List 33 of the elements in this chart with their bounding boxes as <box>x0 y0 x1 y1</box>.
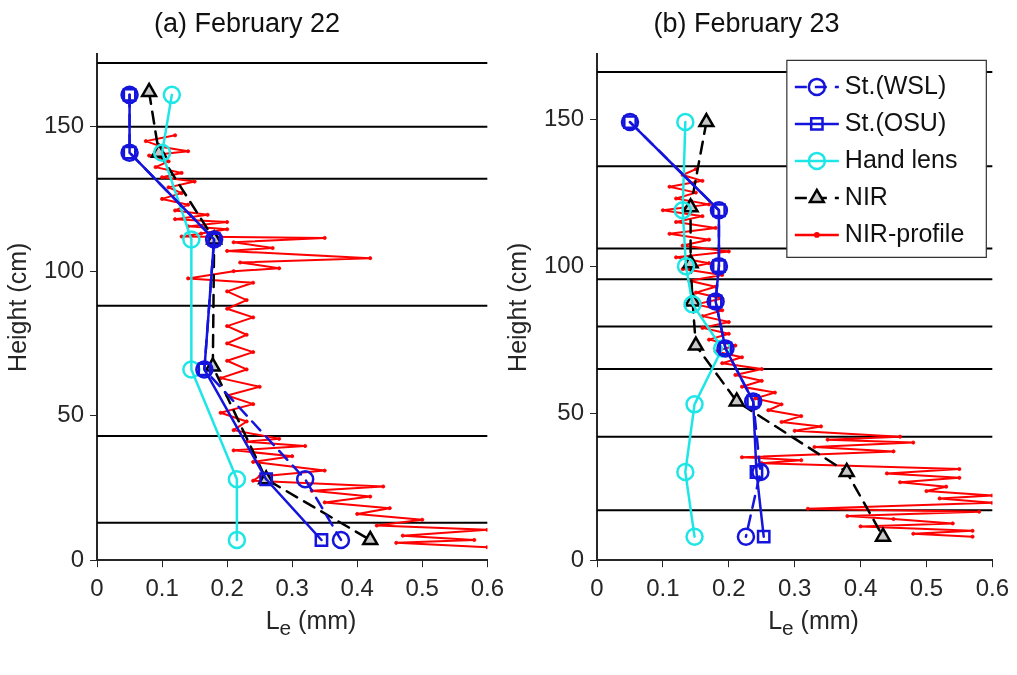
y-axis-title: Height (cm) <box>502 242 531 372</box>
y-tick-label: 100 <box>44 255 85 283</box>
legend-label: Hand lens <box>844 144 958 173</box>
x-tick-label: 0.1 <box>145 574 179 602</box>
y-tick-label: 150 <box>44 111 85 139</box>
chart-title: (b) February 23 <box>653 7 840 38</box>
x-tick-label: 0.4 <box>340 574 374 602</box>
x-tick-label: 0.2 <box>210 574 244 602</box>
legend-label: NIR <box>844 181 888 210</box>
x-tick-label: 0 <box>90 574 104 602</box>
x-tick-label: 0.3 <box>777 574 812 602</box>
x-tick-label: 0.6 <box>470 574 505 602</box>
x-tick-label: 0 <box>590 574 604 602</box>
x-tick-label: 0.2 <box>712 574 746 602</box>
x-axis-title: L$_{e}$ (mm) <box>767 606 860 640</box>
x-tick-label: 0.3 <box>275 574 309 602</box>
legend-label: St.(OSU) <box>844 107 947 136</box>
y-tick-label: 100 <box>544 250 585 278</box>
chart-title: (a) February 22 <box>153 7 341 38</box>
x-tick-label: 0.5 <box>405 574 439 602</box>
x-axis-title: L$_{e}$ (mm) <box>264 606 358 640</box>
x-tick-label: 0.1 <box>646 574 680 602</box>
y-tick-label: 50 <box>557 397 585 425</box>
legend-label: NIR-profile <box>844 218 965 247</box>
y-tick-label: 50 <box>57 400 85 428</box>
legend-label: St.(WSL) <box>844 70 947 99</box>
x-tick-label: 0.5 <box>909 574 944 602</box>
x-tick-label: 0.4 <box>843 574 878 602</box>
x-tick-label: 0.6 <box>975 574 1010 602</box>
y-axis-title: Height (cm) <box>2 242 31 372</box>
y-tick-label: 0 <box>70 544 85 572</box>
y-tick-label: 0 <box>570 544 585 572</box>
y-tick-label: 150 <box>544 103 585 131</box>
